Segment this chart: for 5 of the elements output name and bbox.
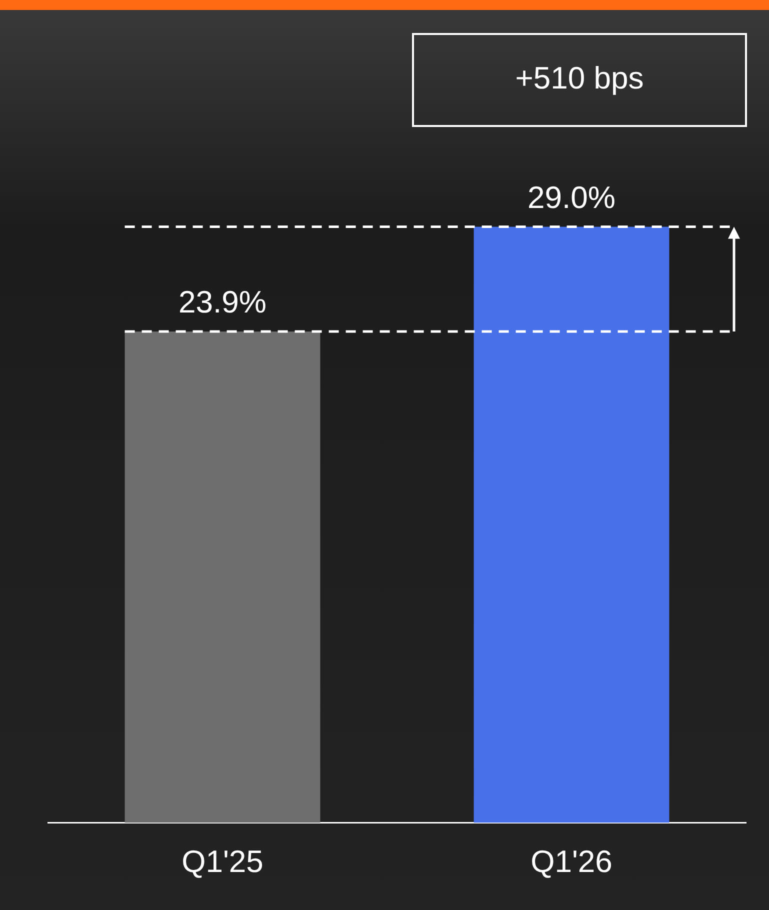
x-tick-label: Q1'25 [182, 844, 264, 879]
data-label: 29.0% [528, 180, 616, 215]
text: +510 bps [515, 60, 644, 96]
data-label: 23.9% [178, 284, 266, 320]
x-tick-label: Q1'26 [530, 844, 612, 879]
